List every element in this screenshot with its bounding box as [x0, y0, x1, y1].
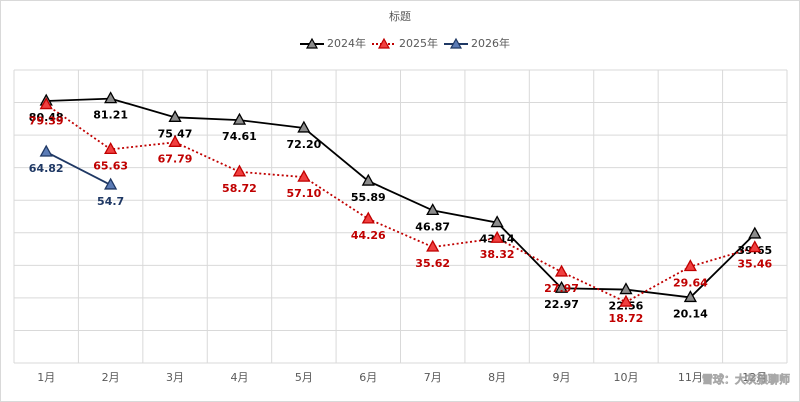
marker	[168, 134, 182, 147]
chart-title: 标题	[389, 9, 411, 23]
marker	[426, 239, 440, 252]
legend-marker	[305, 37, 319, 49]
marker	[619, 294, 633, 307]
x-tick-label: 12月	[742, 371, 767, 384]
marker	[104, 141, 118, 154]
x-tick-label: 7月	[424, 371, 442, 384]
marker	[490, 230, 504, 243]
legend-label: 2025年	[399, 36, 438, 50]
marker	[39, 144, 53, 157]
data-label: 35.62	[415, 257, 450, 270]
marker	[297, 120, 311, 133]
legend-label: 2024年	[327, 36, 366, 50]
data-label: 44.26	[351, 229, 386, 242]
marker	[232, 112, 247, 125]
legend-item: 2024年	[300, 36, 366, 50]
marker	[39, 97, 53, 110]
marker	[748, 226, 762, 239]
watermark: 雪球：大灰狼聊师	[702, 372, 790, 386]
marker	[490, 215, 504, 228]
marker	[554, 264, 569, 277]
data-label: 29.64	[673, 277, 708, 290]
legend-item: 2026年	[444, 36, 510, 50]
data-label: 64.82	[29, 162, 64, 175]
marker	[619, 282, 633, 295]
marker	[361, 173, 375, 186]
marker	[683, 259, 697, 272]
marker	[683, 290, 697, 303]
data-label: 38.32	[480, 248, 515, 261]
legend-item: 2025年	[372, 36, 438, 50]
x-tick-label: 11月	[678, 371, 703, 384]
marker	[297, 169, 311, 182]
x-tick-label: 9月	[553, 371, 571, 384]
legend-marker	[449, 37, 463, 49]
series-line	[46, 97, 756, 299]
data-label: 22.97	[544, 298, 579, 311]
legend-label: 2026年	[471, 36, 510, 50]
data-label: 54.7	[97, 195, 124, 208]
data-label: 65.63	[93, 159, 128, 172]
x-tick-label: 2月	[102, 371, 120, 384]
marker	[426, 203, 440, 216]
x-tick-label: 4月	[230, 371, 248, 384]
marker	[554, 280, 569, 293]
legend-marker	[377, 37, 391, 49]
data-label: 57.10	[286, 187, 321, 200]
series-line	[45, 151, 112, 186]
x-tick-label: 8月	[488, 371, 506, 384]
x-tick-label: 1月	[37, 371, 55, 384]
data-label: 74.61	[222, 130, 257, 143]
data-label: 80.48	[29, 111, 64, 124]
x-tick-label: 5月	[295, 371, 313, 384]
data-label: 18.72	[609, 312, 644, 325]
data-label: 81.21	[93, 109, 128, 122]
data-label: 67.79	[158, 152, 193, 165]
data-label: 55.89	[351, 191, 386, 204]
data-label: 79.39	[29, 115, 64, 128]
marker	[361, 211, 375, 224]
data-label: 46.87	[415, 220, 450, 233]
marker	[104, 177, 118, 190]
series-line	[45, 103, 756, 304]
marker	[104, 91, 118, 104]
data-label: 35.46	[737, 258, 772, 271]
marker	[232, 164, 247, 177]
data-label: 75.47	[158, 127, 193, 140]
data-label: 27.97	[544, 282, 579, 295]
marker	[748, 240, 762, 253]
x-tick-label: 6月	[359, 371, 377, 384]
x-tick-label: 3月	[166, 371, 184, 384]
data-label: 20.14	[673, 307, 708, 320]
marker	[168, 109, 182, 122]
data-label: 58.72	[222, 182, 257, 195]
x-tick-label: 10月	[613, 371, 638, 384]
data-label: 72.20	[286, 138, 321, 151]
